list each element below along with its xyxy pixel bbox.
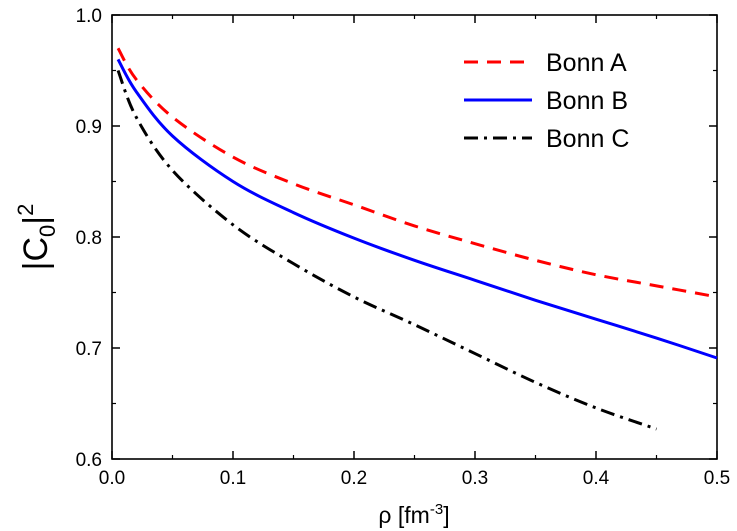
y-axis-title: |C0|2 bbox=[13, 204, 60, 271]
series-layer bbox=[116, 47, 718, 431]
x-axis-title-close: ] bbox=[443, 502, 449, 528]
x-tick-label: 0.2 bbox=[341, 468, 367, 489]
y-tick-label: 1.0 bbox=[76, 6, 102, 27]
legend-label-bonn-a: Bonn A bbox=[546, 49, 627, 77]
plot-frame bbox=[111, 14, 718, 460]
x-tick-label: 0.3 bbox=[462, 468, 488, 489]
x-axis-title: ρ [fm-3] bbox=[378, 501, 449, 528]
x-tick-label: 0.5 bbox=[704, 468, 730, 489]
legend-label-bonn-b: Bonn B bbox=[546, 87, 628, 115]
y-axis-title-open: |C bbox=[17, 237, 55, 270]
y-tick-label: 0.8 bbox=[76, 228, 102, 249]
legend-item-2: Bonn C bbox=[464, 125, 629, 153]
x-axis-title-base: ρ [fm bbox=[378, 502, 429, 528]
legend: Bonn A Bonn B Bonn C bbox=[464, 49, 629, 153]
x-tick-label: 0.4 bbox=[583, 468, 610, 489]
y-axis-title-sup: 2 bbox=[13, 204, 38, 216]
series-line-bonn-c bbox=[116, 69, 657, 431]
series-line-bonn-a bbox=[116, 47, 718, 299]
y-tick-label: 0.7 bbox=[76, 339, 102, 360]
y-tick-label: 0.9 bbox=[76, 117, 102, 138]
y-axis-title-close: | bbox=[17, 216, 55, 225]
y-axis-title-sub: 0 bbox=[35, 225, 60, 237]
y-tick-label: 0.6 bbox=[76, 450, 102, 471]
x-axis-title-sup: -3 bbox=[430, 501, 443, 518]
legend-item-0: Bonn A bbox=[464, 49, 627, 77]
legend-label-bonn-c: Bonn C bbox=[546, 125, 629, 153]
axis-ticks bbox=[111, 14, 718, 460]
tick-labels: 0.0 0.1 0.2 0.3 0.4 0.5 0.6 0.7 0.8 0.9 1.0 bbox=[76, 6, 731, 489]
x-tick-label: 0.0 bbox=[99, 468, 125, 489]
x-tick-label: 0.1 bbox=[220, 468, 246, 489]
legend-item-1: Bonn B bbox=[464, 87, 628, 115]
series-line-bonn-b bbox=[116, 58, 718, 360]
